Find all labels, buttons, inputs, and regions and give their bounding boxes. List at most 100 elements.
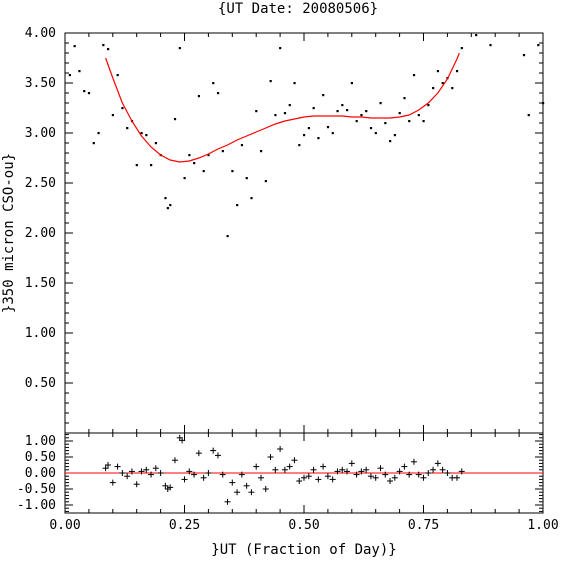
- residual-point: [148, 471, 155, 478]
- data-point: [441, 82, 444, 85]
- residual-y-tick-label: 0.00: [25, 466, 56, 481]
- data-point: [360, 114, 363, 117]
- residual-point: [382, 471, 389, 478]
- data-point: [403, 97, 406, 100]
- x-tick-label: 1.00: [527, 518, 558, 533]
- main-y-axis: 0.50 1.00 1.50 2.00 2.50 3.00 3.50 4.00: [25, 26, 544, 434]
- residual-point: [253, 463, 260, 470]
- main-y-tick-label: 2.50: [25, 176, 56, 191]
- data-point: [269, 80, 272, 83]
- polynomial-fit-line: [105, 52, 460, 163]
- residual-point: [391, 474, 398, 481]
- residual-point: [387, 478, 394, 484]
- residual-point: [267, 454, 274, 460]
- residual-point: [171, 457, 178, 464]
- data-point: [436, 70, 440, 73]
- residual-y-tick-label: -0.50: [17, 482, 56, 497]
- data-point: [226, 235, 229, 238]
- data-point: [221, 150, 224, 153]
- residual-point: [248, 489, 255, 496]
- residual-point: [152, 465, 159, 472]
- data-point: [374, 132, 377, 135]
- residual-point: [439, 466, 446, 473]
- data-point: [398, 112, 401, 115]
- residual-point: [257, 474, 264, 481]
- residual-point: [301, 474, 307, 481]
- residual-point: [458, 468, 465, 475]
- data-point: [427, 104, 430, 107]
- data-point: [183, 177, 186, 180]
- data-point: [259, 150, 263, 153]
- data-point: [202, 170, 205, 173]
- data-point: [307, 127, 310, 130]
- data-point: [537, 44, 540, 47]
- data-point: [389, 140, 392, 143]
- residual-point: [291, 457, 298, 464]
- data-point: [460, 47, 463, 50]
- data-point: [240, 144, 244, 147]
- data-point: [102, 44, 105, 47]
- data-point: [279, 47, 282, 50]
- data-point: [379, 102, 382, 105]
- residual-point: [214, 452, 221, 459]
- residual-point: [200, 474, 207, 481]
- residual-point: [162, 482, 169, 489]
- residual-y-tick-label: 0.50: [25, 450, 56, 465]
- residual-point: [272, 466, 279, 473]
- data-point: [451, 87, 454, 90]
- data-point: [250, 197, 253, 200]
- residual-point: [430, 466, 437, 473]
- data-point: [288, 104, 291, 107]
- x-tick-label: 0.25: [169, 518, 200, 533]
- data-point: [475, 34, 478, 37]
- data-point: [455, 70, 459, 73]
- data-point: [68, 74, 71, 77]
- residual-y-tick-label: 1.00: [25, 434, 56, 449]
- residual-data-points: [102, 434, 465, 505]
- residual-point: [238, 471, 245, 478]
- residual-point: [296, 478, 303, 484]
- residual-point: [353, 471, 360, 478]
- residual-point: [191, 471, 198, 478]
- data-point: [83, 90, 86, 93]
- data-point: [236, 204, 239, 207]
- data-point: [350, 82, 353, 85]
- data-point: [92, 142, 95, 145]
- residual-point: [102, 465, 109, 472]
- residual-point: [363, 466, 370, 473]
- main-plot-panel: 0.50 1.00 1.50 2.00 2.50 3.00 3.50 4.00 }350 mi…: [1, 26, 545, 434]
- residual-point: [195, 450, 202, 457]
- residual-point: [124, 473, 131, 480]
- residual-point: [453, 474, 460, 481]
- data-point: [193, 162, 196, 165]
- main-plot-frame: [64, 32, 544, 434]
- residual-point: [434, 460, 441, 467]
- data-point: [97, 132, 100, 135]
- data-point: [355, 120, 358, 123]
- data-point: [417, 114, 420, 117]
- main-y-tick-label: 1.50: [25, 276, 56, 291]
- data-point: [341, 104, 344, 107]
- main-y-tick-label: 3.00: [25, 126, 56, 141]
- data-point: [216, 92, 220, 95]
- residual-point: [348, 460, 355, 467]
- x-tick-label: 0.75: [408, 518, 439, 533]
- residual-y-axis: 1.000.500.00-0.50-1.00: [17, 434, 543, 513]
- residual-point: [128, 468, 135, 475]
- data-point: [326, 126, 330, 129]
- data-point: [245, 177, 248, 180]
- residual-point: [410, 458, 417, 465]
- residual-point: [344, 468, 351, 475]
- residual-point: [401, 463, 408, 470]
- residual-point: [262, 486, 269, 492]
- residual-point: [229, 479, 236, 486]
- data-point: [365, 110, 368, 113]
- data-point: [145, 134, 148, 137]
- residual-point: [224, 498, 231, 505]
- x-tick-label: 0.50: [288, 518, 319, 533]
- data-point: [116, 74, 119, 77]
- data-point: [150, 164, 153, 167]
- data-point: [293, 82, 296, 85]
- data-point: [111, 114, 114, 117]
